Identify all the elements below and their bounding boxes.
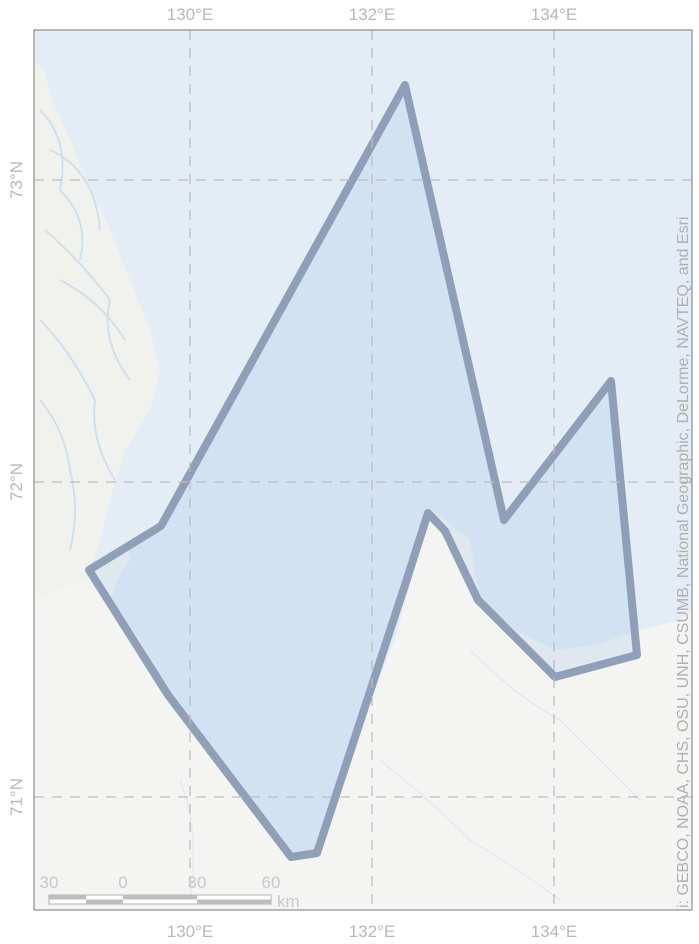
scale-bar-segment [86, 899, 123, 904]
top-axis: 130°E 132°E 134°E [167, 5, 578, 24]
scale-bar-segment [49, 895, 86, 900]
lon-label-top-130: 130°E [167, 5, 214, 24]
study-area-polygon [85, 81, 641, 861]
lon-label-bottom-130: 130°E [167, 922, 214, 941]
lon-label-bottom-132: 132°E [349, 922, 396, 941]
delta-channels [39, 109, 131, 551]
lat-label-71: 71°N [7, 778, 26, 816]
lon-label-top-132: 132°E [349, 5, 396, 24]
river-lines [179, 649, 641, 901]
scale-unit: km [277, 892, 300, 911]
scale-bar-segment [123, 895, 197, 900]
lon-label-bottom-134: 134°E [531, 922, 578, 941]
scale-label-60: 60 [262, 873, 281, 892]
left-axis: 73°N 72°N 71°N [7, 161, 26, 816]
lat-label-72: 72°N [7, 463, 26, 501]
scale-label-0: 0 [118, 873, 127, 892]
scale-bar-segment [197, 899, 271, 904]
lon-label-top-134: 134°E [531, 5, 578, 24]
scale-label-30-left: 30 [40, 873, 59, 892]
basemap: 30 0 30 60 km i: GEBCO, NOAA, CHS, OSU, … [34, 30, 692, 911]
bottom-axis: 130°E 132°E 134°E [167, 922, 578, 941]
graticule [34, 30, 692, 910]
lat-label-73: 73°N [7, 161, 26, 199]
attribution-text: i: GEBCO, NOAA, CHS, OSU, UNH, CSUMB, Na… [675, 217, 692, 908]
map-frame [33, 29, 693, 911]
scale-bar: 30 0 30 60 km [40, 873, 300, 911]
scale-label-30: 30 [188, 873, 207, 892]
south-land [34, 512, 692, 910]
